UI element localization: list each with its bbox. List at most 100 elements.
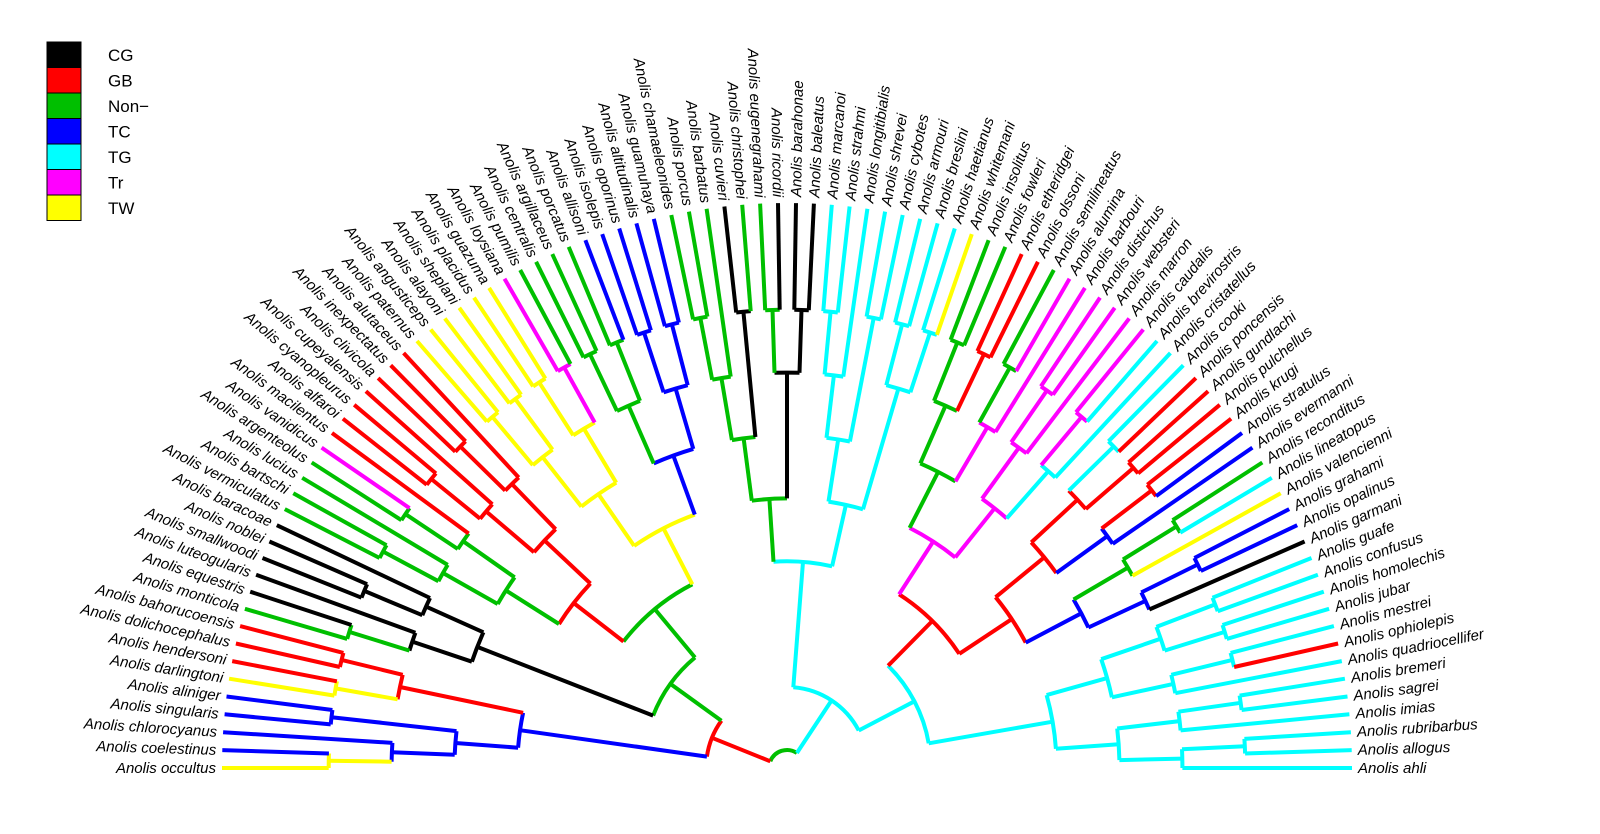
node-arc-32 xyxy=(621,582,694,643)
branch-29 xyxy=(363,589,424,618)
branch-39 xyxy=(382,549,440,583)
tip-branch-82 xyxy=(1179,476,1273,535)
branch-147 xyxy=(1039,415,1084,467)
node-arc-8 xyxy=(389,742,395,762)
tip-branch-2 xyxy=(222,730,393,745)
tip-branch-10 xyxy=(249,589,353,627)
tip-branch-65 xyxy=(1001,269,1056,365)
tip-branch-71 xyxy=(1074,328,1145,414)
node-arc-90 xyxy=(751,496,788,503)
branch-31 xyxy=(653,607,697,659)
tip-branch-76 xyxy=(1127,389,1210,464)
branch-151 xyxy=(994,555,1046,599)
tip-label: Anolis occultus xyxy=(115,760,217,777)
branch-33 xyxy=(572,601,625,644)
node-arc-126 xyxy=(908,526,957,559)
tip-branch-35 xyxy=(534,260,586,359)
legend-label-non: Non− xyxy=(108,97,149,116)
tip-branch-24 xyxy=(376,376,457,454)
tip-branch-62 xyxy=(962,246,1008,347)
tip-branch-54 xyxy=(841,208,870,377)
branch-163 xyxy=(1024,611,1083,645)
tip-branch-67 xyxy=(993,286,1087,434)
node-arc-178 xyxy=(1154,626,1167,652)
branch-9 xyxy=(328,758,392,764)
tip-branch-31 xyxy=(472,296,535,388)
branch-17 xyxy=(341,657,404,677)
tip-label: Anolis coelestinus xyxy=(95,738,217,759)
node-arc-16 xyxy=(332,680,339,696)
tip-branch-27 xyxy=(415,339,489,423)
tip-branch-79 xyxy=(1154,431,1244,498)
branch-107 xyxy=(826,439,841,502)
branch-83 xyxy=(669,323,690,386)
branch-25 xyxy=(348,629,410,653)
tip-branch-52 xyxy=(821,204,834,312)
tip-branch-11 xyxy=(255,572,417,635)
branch-51 xyxy=(510,482,558,531)
branch-47 xyxy=(484,509,536,554)
node-arc-66 xyxy=(572,420,596,437)
branch-183 xyxy=(1111,681,1174,700)
branch-189 xyxy=(1116,719,1180,731)
tip-branch-20 xyxy=(330,431,470,536)
tip-branch-29 xyxy=(443,317,511,405)
node-arc-110 xyxy=(824,372,844,379)
node-arc-0 xyxy=(768,748,798,763)
tip-branch-33 xyxy=(502,277,560,373)
tip-branch-38 xyxy=(583,239,626,341)
node-arc-98 xyxy=(735,309,751,315)
tip-branch-68 xyxy=(1039,296,1102,388)
tip-branch-28 xyxy=(429,328,500,414)
tip-branch-90 xyxy=(1226,606,1330,641)
node-arc-60 xyxy=(531,447,554,467)
node-arc-42 xyxy=(456,532,471,551)
branch-27 xyxy=(425,604,485,635)
branch-173 xyxy=(928,719,1053,746)
legend-swatch-non xyxy=(46,92,82,119)
tip-branch-75 xyxy=(1117,376,1198,454)
branch-1 xyxy=(711,735,772,764)
branch-55 xyxy=(661,527,695,586)
tip-branch-13 xyxy=(268,539,368,587)
branch-45 xyxy=(543,538,592,585)
tip-branch-30 xyxy=(457,306,523,396)
branch-21 xyxy=(476,645,654,718)
tip-branch-34 xyxy=(518,269,573,365)
tip-branch-93 xyxy=(1174,659,1343,696)
tip-branch-8 xyxy=(239,624,344,655)
branch-101 xyxy=(770,309,777,373)
node-arc-160 xyxy=(1100,527,1115,545)
tip-label: Anolis barahonae xyxy=(788,80,807,198)
branch-109 xyxy=(824,375,836,439)
tip-branch-18 xyxy=(310,460,403,522)
tip-branch-70 xyxy=(1024,317,1131,455)
node-arc-24 xyxy=(407,632,418,652)
tip-branch-22 xyxy=(352,403,438,475)
node-arc-18 xyxy=(337,652,346,668)
tip-branch-41 xyxy=(634,222,667,327)
branch-77 xyxy=(614,341,642,402)
legend-swatch-tc xyxy=(46,118,82,145)
tip-branch-1 xyxy=(222,748,329,756)
branch-157 xyxy=(1084,466,1135,511)
tip-branch-66 xyxy=(1014,277,1072,373)
legend-swatch-tw xyxy=(46,194,82,221)
branch-143 xyxy=(1009,389,1049,444)
node-arc-180 xyxy=(1210,596,1220,612)
legend-label-cg: CG xyxy=(108,46,134,65)
tip-branch-47 xyxy=(740,204,753,312)
branch-61 xyxy=(490,415,535,467)
branch-133 xyxy=(955,353,986,412)
branch-67 xyxy=(537,381,575,437)
legend-swatch-gb xyxy=(46,67,82,94)
node-arc-170 xyxy=(1139,591,1152,611)
tip-branch-23 xyxy=(364,389,494,506)
legend: CG GB Non− TC TG Tr TW xyxy=(46,41,149,221)
node-arc-58 xyxy=(580,480,618,509)
branch-13 xyxy=(399,685,524,715)
tip-branch-5 xyxy=(228,676,335,698)
tip-branch-45 xyxy=(704,208,733,377)
node-arc-132 xyxy=(949,337,965,348)
tip-branch-53 xyxy=(835,206,852,313)
